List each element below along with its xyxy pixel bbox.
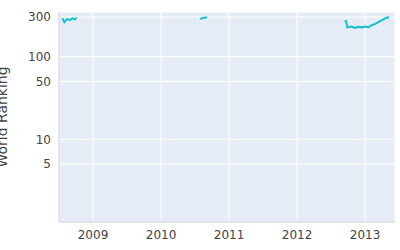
svg-text:10: 10 bbox=[36, 133, 51, 147]
svg-text:World Ranking: World Ranking bbox=[0, 66, 10, 167]
svg-text:50: 50 bbox=[36, 75, 51, 89]
svg-text:5: 5 bbox=[43, 157, 51, 171]
svg-text:300: 300 bbox=[28, 10, 51, 24]
svg-text:2011: 2011 bbox=[214, 228, 245, 242]
svg-text:2010: 2010 bbox=[146, 228, 177, 242]
svg-text:2009: 2009 bbox=[78, 228, 109, 242]
svg-text:100: 100 bbox=[28, 50, 51, 64]
svg-text:2012: 2012 bbox=[282, 228, 313, 242]
svg-text:2013: 2013 bbox=[350, 228, 381, 242]
